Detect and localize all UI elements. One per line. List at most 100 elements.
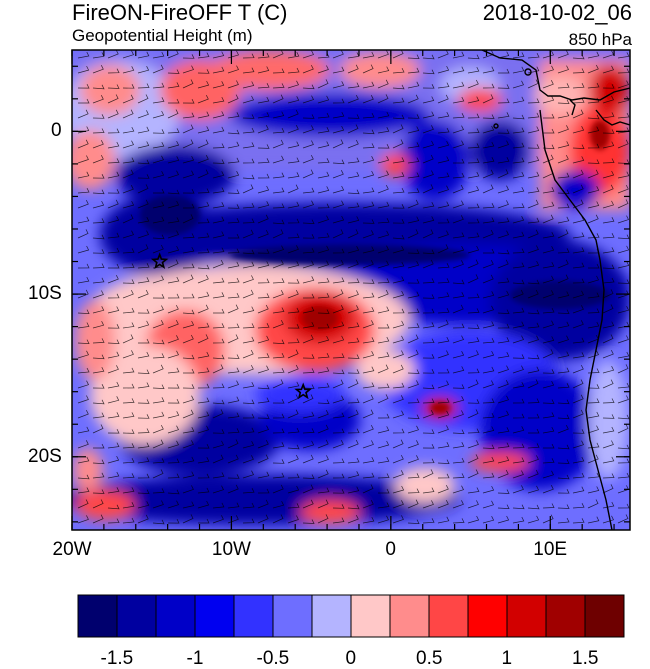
wind-barb bbox=[77, 350, 89, 359]
wind-barb bbox=[392, 276, 405, 284]
wind-barb bbox=[347, 471, 360, 479]
wind-barb bbox=[512, 307, 525, 314]
wind-barb bbox=[227, 65, 239, 74]
wind-barb bbox=[527, 366, 540, 374]
wind-barb bbox=[152, 201, 165, 209]
wind-barb bbox=[77, 487, 90, 494]
wind-barb bbox=[527, 485, 539, 494]
wind-barb bbox=[257, 514, 269, 524]
wind-barb bbox=[107, 306, 120, 314]
wind-barb bbox=[77, 65, 90, 74]
wind-barb bbox=[317, 352, 330, 359]
wind-barb bbox=[557, 50, 569, 59]
wind-barb bbox=[587, 169, 599, 179]
wind-barb bbox=[467, 469, 479, 479]
wind-barb bbox=[167, 259, 179, 269]
wind-barb bbox=[332, 277, 345, 284]
wind-barb bbox=[122, 334, 134, 344]
wind-barb bbox=[557, 335, 569, 344]
wind-barb bbox=[182, 320, 195, 329]
wind-barb bbox=[467, 440, 479, 449]
wind-barb bbox=[272, 172, 285, 179]
wind-barb bbox=[137, 126, 150, 134]
wind-barb bbox=[602, 170, 615, 179]
wind-barb bbox=[152, 519, 165, 525]
wind-barb bbox=[602, 247, 615, 254]
wind-barb bbox=[602, 217, 615, 224]
wind-barb bbox=[122, 473, 135, 479]
wind-barb bbox=[407, 369, 420, 374]
wind-barb bbox=[392, 139, 404, 149]
wind-barb bbox=[197, 248, 210, 254]
wind-barb bbox=[527, 245, 539, 254]
wind-barb bbox=[452, 396, 465, 404]
wind-barb bbox=[317, 323, 330, 329]
wind-barb bbox=[407, 334, 419, 344]
wind-barb bbox=[272, 398, 285, 404]
wind-barb bbox=[212, 231, 225, 239]
wind-barb bbox=[197, 487, 210, 494]
wind-barb bbox=[183, 368, 195, 374]
wind-barb bbox=[527, 171, 540, 179]
wind-barb bbox=[452, 500, 464, 509]
wind-barb bbox=[377, 278, 390, 284]
wind-barb bbox=[272, 379, 284, 389]
wind-barb bbox=[317, 424, 329, 434]
wind-barb bbox=[392, 350, 404, 359]
wind-barb bbox=[527, 52, 540, 59]
wind-barb bbox=[617, 261, 630, 269]
wind-barb bbox=[602, 200, 614, 209]
wind-barb bbox=[137, 320, 150, 329]
wind-barb bbox=[392, 320, 405, 329]
wind-barb bbox=[302, 454, 314, 464]
wind-barb bbox=[407, 455, 419, 464]
wind-barb bbox=[467, 259, 479, 269]
wind-barb bbox=[422, 259, 434, 269]
wind-barb bbox=[452, 51, 465, 59]
wind-barb bbox=[332, 395, 344, 404]
wind-barb bbox=[437, 185, 449, 194]
wind-barb bbox=[452, 184, 464, 194]
wind-barb bbox=[542, 80, 554, 89]
wind-barb bbox=[213, 308, 225, 314]
wind-barb bbox=[437, 244, 449, 254]
wind-barb bbox=[407, 323, 420, 329]
wind-barb bbox=[272, 442, 285, 449]
wind-barb bbox=[77, 245, 90, 254]
wind-barb bbox=[242, 518, 255, 524]
wind-barb bbox=[167, 50, 179, 59]
wind-barb bbox=[452, 366, 465, 374]
wind-barb bbox=[512, 335, 524, 344]
wind-barb bbox=[362, 292, 375, 299]
wind-barb bbox=[317, 141, 330, 149]
wind-barb bbox=[182, 233, 195, 239]
wind-barb bbox=[497, 489, 510, 494]
wind-barb bbox=[77, 51, 90, 59]
wind-barb bbox=[92, 489, 105, 494]
wind-barb bbox=[272, 139, 284, 149]
wind-barb bbox=[347, 216, 360, 224]
star-marker bbox=[150, 252, 169, 270]
wind-barb bbox=[122, 279, 135, 284]
wind-barb bbox=[92, 95, 104, 104]
wind-barb bbox=[482, 203, 495, 209]
wind-barb bbox=[498, 68, 510, 74]
wind-barb bbox=[257, 397, 270, 404]
wind-barb bbox=[182, 384, 195, 389]
wind-barb bbox=[302, 64, 314, 74]
wind-barb bbox=[347, 189, 360, 195]
wind-barb bbox=[497, 456, 510, 464]
wind-barb bbox=[482, 412, 495, 419]
wind-barb bbox=[453, 158, 465, 164]
wind-barb bbox=[332, 504, 345, 509]
wind-barb bbox=[77, 276, 90, 284]
wind-barb bbox=[212, 409, 224, 419]
wind-barb bbox=[227, 204, 240, 209]
wind-barb bbox=[362, 484, 374, 494]
wind-barb bbox=[332, 335, 345, 344]
wind-barb bbox=[392, 382, 405, 389]
wind-barb bbox=[377, 79, 389, 89]
wind-barb bbox=[392, 97, 405, 104]
wind-barb bbox=[182, 354, 195, 360]
wind-barb bbox=[512, 279, 525, 285]
